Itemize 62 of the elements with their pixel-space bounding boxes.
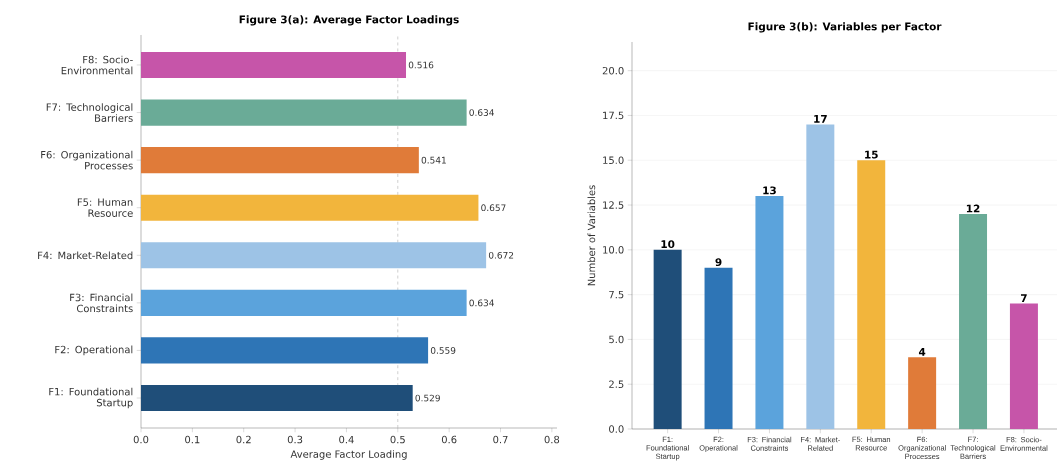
x-tick-label: 0.6 xyxy=(441,435,457,444)
bar xyxy=(755,196,784,429)
y-tick-label: 15.0 xyxy=(603,156,624,165)
bar xyxy=(141,51,407,79)
y-tick-label: 0.0 xyxy=(609,425,624,433)
x-tick-label: 0.2 xyxy=(236,435,251,444)
data-label: 7 xyxy=(1021,294,1027,302)
data-label: 0.634 xyxy=(469,109,494,116)
bar xyxy=(141,289,467,316)
data-label: 0.541 xyxy=(421,156,446,164)
y-tick-label: F5: Human Resource xyxy=(77,198,133,217)
y-axis-title: Number of Variables xyxy=(587,185,596,286)
y-tick-label: F2: Operational xyxy=(55,345,133,356)
y-tick-label: F1: Foundational Startup xyxy=(49,387,133,409)
bar xyxy=(959,214,988,429)
bar xyxy=(141,337,429,364)
bar xyxy=(1009,303,1038,429)
data-label: 12 xyxy=(966,204,980,213)
bar xyxy=(806,124,835,429)
y-tick-label: 10.0 xyxy=(603,246,624,254)
x-tick-label: 0.4 xyxy=(339,435,354,444)
bar xyxy=(653,249,682,429)
data-label: 0.529 xyxy=(415,394,440,402)
data-label: 0.559 xyxy=(430,347,456,354)
bar xyxy=(141,194,479,221)
data-label: 0.657 xyxy=(481,204,506,212)
bar xyxy=(141,242,487,269)
y-tick-label: 7.5 xyxy=(609,290,624,299)
data-label: 4 xyxy=(918,348,926,356)
bar xyxy=(141,147,419,174)
bar xyxy=(141,384,413,412)
x-tick-label: 0.8 xyxy=(544,435,560,444)
x-tick-label: 0.1 xyxy=(185,435,200,444)
bar xyxy=(704,267,733,429)
y-tick-label: 12.5 xyxy=(603,201,624,209)
x-tick-label: 0.5 xyxy=(390,435,405,444)
x-tick-label: 0.3 xyxy=(287,435,303,444)
bar xyxy=(141,99,467,126)
y-tick-label: 2.5 xyxy=(609,380,624,388)
data-label: 15 xyxy=(865,150,878,159)
data-label: 0.634 xyxy=(469,299,494,307)
y-tick-label: F8: Socio-Environmental xyxy=(61,55,133,75)
y-tick-label: F3: Financial Constraints xyxy=(70,293,133,313)
y-tick-label: F6: Organizational Processes xyxy=(41,150,133,170)
data-label: 10 xyxy=(661,240,675,249)
data-label: 13 xyxy=(763,186,776,195)
bar xyxy=(908,357,937,429)
y-tick-label: F4: Market-Related xyxy=(38,251,133,260)
y-tick-label: F7: Technological Barriers xyxy=(46,103,133,122)
x-tick-label: 0.7 xyxy=(493,435,508,444)
y-tick-label: 17.5 xyxy=(603,111,624,120)
data-label: 0.672 xyxy=(488,251,514,259)
y-tick-label: 20.0 xyxy=(602,66,624,75)
data-label: 17 xyxy=(814,115,827,123)
chart-title: Figure 3(a): Average Factor Loadings xyxy=(239,15,459,26)
data-label: 0.516 xyxy=(408,61,434,69)
x-axis-title: Average Factor Loading xyxy=(290,450,407,460)
x-tick-label: 0.0 xyxy=(133,435,149,444)
chart-title: Figure 3(b): Variables per Factor xyxy=(748,22,942,33)
data-label: 9 xyxy=(715,258,722,267)
y-tick-label: 5.0 xyxy=(609,335,624,344)
bar xyxy=(857,160,886,429)
